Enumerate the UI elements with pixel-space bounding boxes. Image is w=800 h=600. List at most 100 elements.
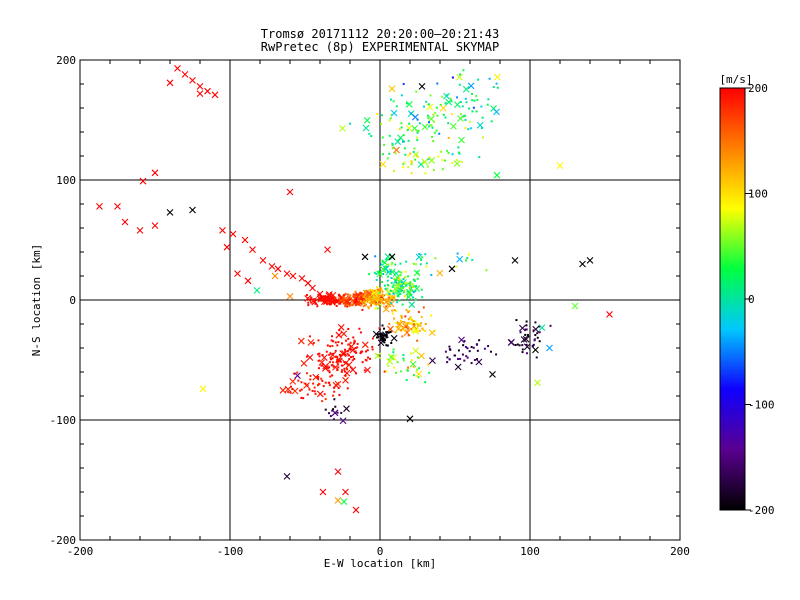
velocity-point — [464, 345, 467, 348]
velocity-point — [349, 345, 352, 348]
velocity-point — [416, 139, 419, 142]
velocity-point — [329, 415, 332, 418]
velocity-point — [410, 161, 413, 164]
velocity-point — [392, 100, 395, 103]
velocity-point — [408, 292, 411, 295]
velocity-point — [400, 329, 403, 332]
velocity-cross — [151, 222, 159, 229]
velocity-point — [536, 332, 539, 335]
velocity-cross — [453, 101, 461, 108]
velocity-point — [412, 320, 415, 323]
velocity-point — [421, 256, 424, 259]
velocity-point — [369, 304, 372, 307]
velocity-point — [374, 301, 377, 304]
velocity-point — [331, 344, 334, 347]
velocity-point — [363, 369, 366, 372]
velocity-point — [390, 302, 393, 305]
velocity-point — [313, 390, 316, 393]
velocity-point — [464, 118, 467, 121]
velocity-point — [393, 288, 396, 291]
velocity-point — [386, 279, 389, 282]
velocity-cross — [211, 91, 219, 99]
velocity-point — [382, 153, 385, 156]
velocity-cross — [362, 124, 370, 132]
velocity-point — [328, 361, 331, 364]
velocity-point — [355, 372, 358, 375]
velocity-point — [397, 295, 400, 298]
velocity-point — [525, 320, 528, 323]
velocity-point — [476, 343, 479, 346]
velocity-cross — [456, 73, 463, 81]
velocity-point — [396, 322, 399, 325]
velocity-point — [325, 298, 328, 301]
velocity-point — [317, 377, 320, 380]
velocity-point — [394, 152, 397, 155]
velocity-point — [308, 388, 311, 391]
velocity-cross — [151, 169, 159, 177]
velocity-point — [352, 299, 355, 302]
velocity-point — [389, 331, 392, 334]
velocity-point — [332, 361, 335, 364]
velocity-point — [395, 309, 398, 312]
velocity-point — [341, 369, 344, 372]
velocity-point — [404, 315, 407, 318]
velocity-point — [392, 292, 395, 295]
velocity-point — [417, 322, 420, 325]
velocity-cross — [271, 272, 279, 280]
velocity-point — [330, 293, 333, 296]
velocity-point — [374, 298, 377, 301]
velocity-point — [402, 166, 405, 169]
velocity-cross — [96, 203, 103, 210]
velocity-point — [414, 322, 417, 325]
velocity-point — [325, 350, 328, 353]
velocity-point — [337, 341, 340, 344]
velocity-point — [351, 359, 354, 362]
velocity-point — [386, 331, 389, 334]
velocity-point — [393, 309, 396, 312]
velocity-cross — [268, 263, 276, 270]
velocity-point — [383, 261, 386, 264]
velocity-cross — [334, 468, 342, 475]
colorbar-tick-label: 200 — [748, 82, 768, 95]
velocity-cross — [199, 385, 207, 393]
velocity-point — [371, 345, 374, 348]
velocity-point — [431, 126, 434, 129]
velocity-point — [386, 294, 389, 297]
velocity-point — [374, 255, 377, 258]
velocity-cross — [332, 363, 339, 371]
velocity-cross — [340, 330, 348, 338]
velocity-point — [478, 339, 481, 342]
velocity-point — [472, 346, 475, 349]
velocity-point — [353, 357, 356, 360]
velocity-point — [367, 305, 370, 308]
velocity-point — [400, 370, 403, 373]
velocity-cross — [328, 297, 335, 305]
velocity-point — [347, 337, 350, 340]
velocity-point — [429, 94, 432, 97]
velocity-point — [336, 369, 339, 372]
velocity-cross — [427, 115, 435, 123]
velocity-point — [471, 258, 474, 261]
velocity-point — [317, 353, 320, 356]
velocity-point — [410, 294, 413, 297]
velocity-point — [318, 355, 321, 358]
velocity-cross — [522, 335, 530, 343]
velocity-point — [396, 286, 399, 289]
velocity-point — [371, 299, 374, 302]
velocity-cross — [341, 349, 348, 357]
velocity-point — [392, 284, 395, 287]
velocity-point — [380, 123, 383, 126]
velocity-point — [444, 350, 447, 353]
velocity-point — [430, 314, 433, 317]
velocity-point — [433, 131, 436, 134]
velocity-point — [323, 393, 326, 396]
velocity-point — [312, 341, 315, 344]
velocity-point — [442, 113, 445, 116]
velocity-cross — [412, 347, 420, 355]
velocity-point — [367, 356, 370, 359]
velocity-point — [314, 392, 317, 395]
velocity-point — [349, 294, 352, 297]
velocity-point — [386, 283, 389, 286]
velocity-cross — [332, 381, 340, 389]
velocity-point — [380, 273, 383, 276]
